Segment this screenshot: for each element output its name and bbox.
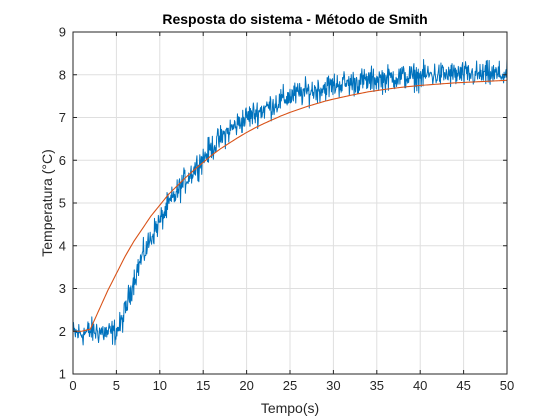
x-tick-label: 35: [370, 378, 384, 393]
measured-series-line: [72, 58, 508, 346]
x-tick-label: 5: [113, 378, 120, 393]
y-tick-label: 3: [59, 281, 66, 296]
x-tick-label: 25: [283, 378, 297, 393]
x-tick-label: 30: [326, 378, 340, 393]
chart-title: Resposta do sistema - Método de Smith: [162, 11, 427, 27]
x-tick-label: 40: [413, 378, 427, 393]
y-tick-label: 8: [59, 67, 66, 82]
y-axis-label: Temperatura (°C): [39, 149, 55, 257]
x-tick-label: 15: [196, 378, 210, 393]
x-tick-label: 0: [69, 378, 76, 393]
x-tick-label: 20: [239, 378, 253, 393]
y-tick-label: 6: [59, 153, 66, 168]
x-axis-label: Tempo(s): [261, 400, 319, 416]
y-tick-label: 4: [59, 238, 66, 253]
y-tick-label: 9: [59, 25, 66, 40]
y-tick-label: 2: [59, 324, 66, 339]
y-tick-label: 1: [59, 367, 66, 382]
x-tick-label: 50: [500, 378, 514, 393]
y-tick-label: 7: [59, 110, 66, 125]
axes-box: [72, 31, 508, 375]
y-tick-label: 5: [59, 196, 66, 211]
x-tick-label: 10: [153, 378, 167, 393]
model-series-line: [73, 79, 508, 332]
x-tick-label: 45: [456, 378, 470, 393]
plot-area: [72, 58, 508, 346]
